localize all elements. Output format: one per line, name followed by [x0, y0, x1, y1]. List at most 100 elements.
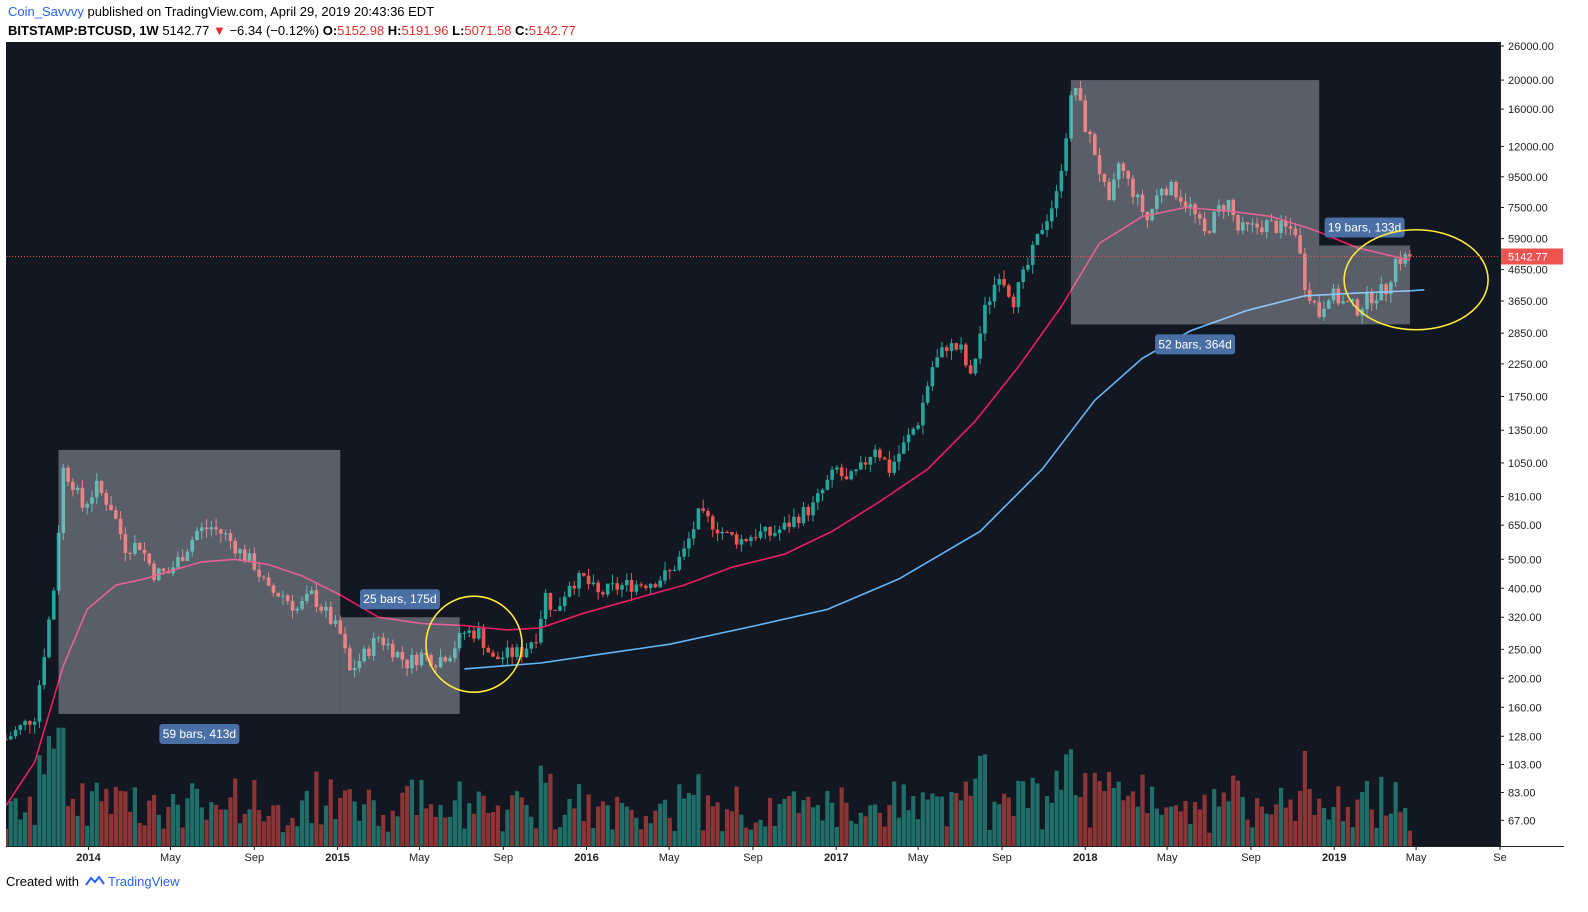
candle-body	[472, 630, 476, 639]
volume-bar	[896, 817, 902, 846]
tradingview-brand[interactable]: TradingView	[108, 874, 180, 889]
candle-body	[1183, 201, 1188, 207]
volume-bar	[863, 816, 868, 846]
volume-bars	[3, 727, 1413, 846]
volume-bar	[65, 806, 71, 846]
volume-bar	[1078, 796, 1083, 846]
volume-bar	[371, 800, 376, 846]
candle-body	[1083, 100, 1088, 132]
candle-body	[1107, 181, 1111, 201]
volume-bar	[85, 825, 90, 846]
price-chart[interactable]: 59 bars, 413d 25 bars, 175d 52 bars, 364d 1…	[3, 41, 1564, 866]
volume-bar	[171, 793, 176, 846]
volume-bar	[237, 823, 243, 846]
candle-body	[653, 583, 658, 588]
candle-body	[1121, 163, 1126, 171]
candle-body	[768, 526, 772, 536]
volume-bar	[295, 826, 300, 846]
price-tick-label: 83.00	[1508, 788, 1536, 800]
candle-body	[701, 508, 705, 511]
volume-bar	[75, 815, 80, 846]
candle-body	[1346, 301, 1350, 303]
candle-body	[457, 632, 462, 649]
candle-body	[849, 471, 854, 480]
volume-bar	[935, 796, 940, 846]
volume-bar	[27, 796, 32, 846]
plot-background	[6, 42, 1500, 846]
moving-average-line	[5, 206, 1411, 807]
volume-bar	[1197, 809, 1202, 846]
volume-bar	[42, 774, 47, 846]
candle-body	[1045, 221, 1049, 231]
volume-bar	[3, 828, 9, 846]
candle-body	[1207, 231, 1212, 233]
volume-bar	[949, 792, 954, 846]
volume-bar	[1154, 808, 1159, 846]
candle-body	[1088, 131, 1092, 135]
volume-bar	[958, 800, 964, 846]
volume-bar	[13, 798, 18, 846]
candle-body	[367, 648, 371, 656]
candle-body	[1293, 228, 1298, 236]
candle-body	[438, 656, 443, 668]
candle-body	[414, 654, 419, 666]
range-box	[340, 617, 460, 714]
candle-body	[577, 573, 581, 589]
volume-bar	[467, 803, 472, 846]
candle-body	[180, 557, 185, 561]
candle-body	[99, 480, 104, 493]
time-tick-label: Sep	[743, 852, 763, 864]
candle-body	[209, 527, 214, 530]
volume-bar	[548, 773, 553, 846]
candle-body	[1159, 188, 1164, 196]
volume-bar	[1064, 754, 1069, 846]
volume-bar	[338, 797, 343, 846]
candle-body	[271, 585, 276, 593]
volume-bar	[586, 794, 591, 846]
volume-bar	[925, 799, 930, 846]
candle-body	[954, 343, 959, 350]
candle-body	[333, 620, 338, 624]
candle-body	[505, 647, 510, 658]
candle-body	[1384, 284, 1388, 295]
candle-body	[481, 627, 486, 648]
candle-body	[195, 530, 199, 540]
volume-bar	[639, 829, 644, 846]
candle-body	[161, 568, 166, 572]
time-tick-label: May	[908, 852, 929, 864]
volume-bar	[400, 792, 405, 846]
candle-body	[266, 577, 271, 586]
candle-body	[247, 553, 252, 561]
volume-bar	[314, 771, 319, 846]
candle-body	[338, 620, 343, 634]
volume-bar	[1159, 814, 1164, 846]
candle-body	[1389, 282, 1393, 295]
candle-body	[1274, 220, 1279, 233]
range-box	[58, 449, 341, 714]
candle-body	[1092, 134, 1097, 156]
volume-bar	[643, 815, 648, 846]
candle-body	[949, 343, 954, 351]
volume-bar	[1216, 806, 1222, 846]
candle-body	[94, 480, 99, 498]
volume-bar	[1173, 805, 1179, 846]
candle-body	[85, 503, 89, 508]
volume-bar	[1049, 802, 1054, 846]
volume-bar	[677, 784, 682, 846]
candle-body	[572, 585, 577, 589]
candle-body	[658, 580, 663, 588]
time-tick-label: Sep	[494, 852, 514, 864]
author-link[interactable]: Coin_Savvvy	[8, 4, 84, 19]
candle-body	[672, 569, 677, 571]
volume-bar	[352, 801, 357, 846]
volume-bar	[271, 805, 276, 846]
chart-area[interactable]: 59 bars, 413d 25 bars, 175d 52 bars, 364d 1…	[3, 41, 1564, 866]
volume-bar	[209, 802, 214, 846]
volume-bar	[906, 810, 911, 846]
candle-body	[873, 449, 877, 457]
candle-body	[944, 347, 949, 351]
time-tick-label: May	[1157, 852, 1178, 864]
candle-body	[1288, 226, 1293, 229]
volume-bar	[486, 812, 491, 846]
volume-bar	[266, 815, 271, 846]
